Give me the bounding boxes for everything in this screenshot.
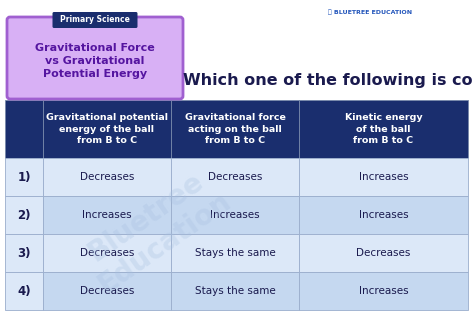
Text: Gravitational force
acting on the ball
from B to C: Gravitational force acting on the ball f…	[184, 113, 285, 145]
Bar	[5, 196, 43, 234]
Text: Stays the same: Stays the same	[195, 248, 275, 258]
Text: Stays the same: Stays the same	[195, 286, 275, 296]
Text: Increases: Increases	[210, 210, 260, 220]
Text: Gravitational potential
energy of the ball
from B to C: Gravitational potential energy of the ba…	[46, 113, 168, 145]
Bar	[5, 158, 43, 196]
FancyBboxPatch shape	[7, 17, 183, 99]
Text: Increases: Increases	[359, 172, 408, 182]
Text: Decreases: Decreases	[80, 172, 134, 182]
Text: Primary Science: Primary Science	[60, 15, 130, 25]
Bar	[299, 100, 468, 158]
Bar	[299, 272, 468, 310]
Text: Decreases: Decreases	[208, 172, 262, 182]
Bar	[171, 196, 299, 234]
Bar	[171, 158, 299, 196]
Text: Gravitational Force
vs Gravitational
Potential Energy: Gravitational Force vs Gravitational Pot…	[35, 43, 155, 79]
Text: Increases: Increases	[359, 210, 408, 220]
Text: 1): 1)	[17, 171, 31, 184]
Text: 4): 4)	[17, 284, 31, 297]
Bar	[171, 272, 299, 310]
FancyBboxPatch shape	[53, 12, 137, 28]
Bar	[43, 100, 171, 158]
Bar	[299, 196, 468, 234]
Bar	[43, 234, 171, 272]
Text: 3): 3)	[17, 246, 31, 259]
Bar	[171, 234, 299, 272]
Bar	[171, 100, 299, 158]
Text: Increases: Increases	[359, 286, 408, 296]
Bar	[43, 196, 171, 234]
Text: Decreases: Decreases	[356, 248, 410, 258]
Text: Decreases: Decreases	[80, 286, 134, 296]
Bar	[299, 234, 468, 272]
Text: 🌳 BLUETREE EDUCATION: 🌳 BLUETREE EDUCATION	[328, 9, 412, 15]
Bar	[5, 272, 43, 310]
Text: Kinetic energy
of the ball
from B to C: Kinetic energy of the ball from B to C	[345, 113, 422, 145]
Text: Which one of the following is correct?: Which one of the following is correct?	[183, 72, 474, 88]
Bar	[5, 234, 43, 272]
Bar	[43, 158, 171, 196]
Bar	[299, 158, 468, 196]
Text: Decreases: Decreases	[80, 248, 134, 258]
Text: 2): 2)	[17, 209, 31, 222]
Bar	[5, 100, 43, 158]
Bar	[43, 272, 171, 310]
Text: Increases: Increases	[82, 210, 132, 220]
Text: Bluetree
Education: Bluetree Education	[74, 161, 236, 299]
